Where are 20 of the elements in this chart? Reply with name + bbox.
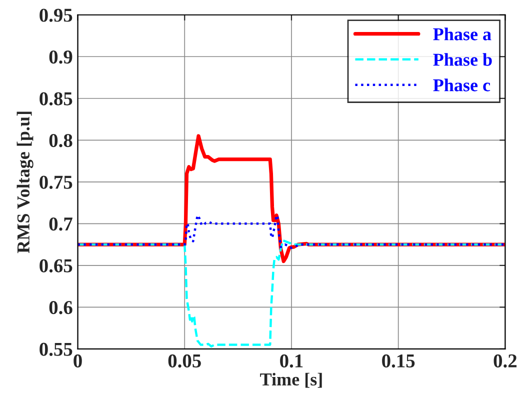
- y-tick-label: 0.55: [40, 342, 72, 356]
- x-tick-label: 0.05: [168, 354, 201, 368]
- y-tick-label: 0.9: [49, 50, 72, 64]
- x-tick-label: 0.15: [382, 354, 415, 368]
- y-tick-label: 0.95: [40, 8, 72, 22]
- x-axis-title: Time [s]: [260, 372, 322, 388]
- legend-label: Phase b: [433, 53, 492, 66]
- y-tick-label: 0.85: [40, 92, 72, 106]
- y-tick-label: 0.8: [49, 134, 72, 148]
- x-tick-label: 0.1: [280, 354, 303, 368]
- legend-label: Phase a: [433, 28, 492, 40]
- x-tick-label: 0: [74, 354, 82, 368]
- y-tick-label: 0.7: [49, 217, 72, 231]
- y-tick-label: 0.6: [49, 300, 72, 314]
- x-tick-label: 0.2: [494, 354, 517, 368]
- line-series: [78, 214, 506, 249]
- legend-label: Phase c: [433, 78, 490, 92]
- y-axis-title: RMS Voltage [p.u]: [16, 112, 34, 254]
- y-tick-label: 0.65: [40, 259, 72, 272]
- y-tick-label: 0.75: [40, 176, 72, 189]
